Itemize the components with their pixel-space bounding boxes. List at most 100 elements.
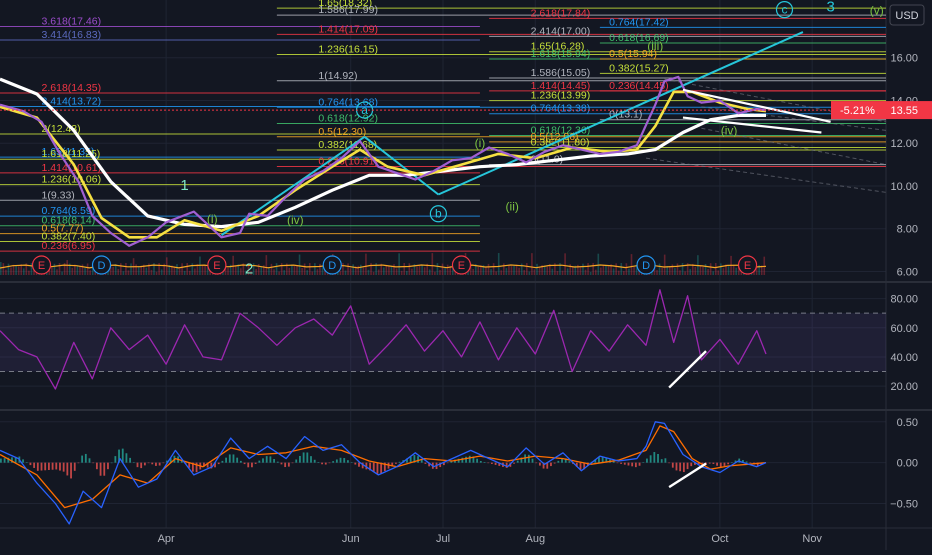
macd-histogram-bar [99,462,102,476]
macd-histogram-bar [380,462,383,474]
macd-histogram-bar [269,456,272,463]
macd-histogram-bar [243,462,246,465]
currency-box [889,4,925,26]
macd-histogram-bar [221,460,224,463]
macd-histogram-bar [749,462,752,464]
macd-histogram-bar [180,460,183,463]
volume-bar [428,269,431,275]
volume-bar [720,263,722,275]
macd-histogram-bar [461,457,464,463]
event-label: D [328,260,336,272]
macd-histogram-bar [716,462,718,466]
macd-histogram-bar [413,455,416,463]
volume-bar [431,253,434,275]
macd-histogram-bar [690,462,693,467]
fib-level-label: 0.5(15.94) [609,48,657,60]
event-label: D [98,260,106,272]
volume-bar [679,270,681,275]
macd-histogram-bar [92,462,95,464]
volume-bar [181,263,183,275]
projection-dashed-line [664,78,887,123]
volume-bar [735,267,737,275]
wave-label: b [429,205,447,223]
time-axis-tick-label: Aug [526,533,546,545]
volume-bar [120,263,122,275]
macd-histogram-bar [664,458,667,463]
volume-bar [610,264,612,275]
volume-bar [411,268,413,275]
volume-bar [400,270,403,275]
macd-histogram-bar [513,462,515,464]
volume-bar [543,265,546,275]
wave-label-text: (i) [475,136,486,150]
volume-bar [541,265,543,275]
macd-histogram-bar [273,459,275,463]
volume-bar [592,263,594,275]
macd-histogram-bar [387,462,390,469]
volume-bar [354,266,357,275]
volume-bar [421,264,423,275]
wave-label: (v) [870,4,884,18]
volume-bar [158,263,160,275]
price-axis-tick-label: 12.00 [890,138,918,150]
fib-level-label: 0.382(11.80) [531,136,590,148]
volume-bar [140,265,143,275]
volume-bar [186,263,188,275]
volume-bar [594,269,597,275]
volume-bar [518,267,520,275]
fib-level-label: 0.618(12.92) [318,113,378,125]
macd-histogram-bar [284,462,287,468]
volume-bar [109,265,112,275]
fib-level-label: 1.65(11.35) [42,146,95,158]
volume-bar [725,264,727,275]
price-axis-tick-label: 6.00 [897,266,918,278]
volume-bar [536,263,538,275]
rsi-line [0,289,767,390]
fib-level-label: 1.236(10.06) [42,174,102,186]
macd-histogram-bar [756,462,759,466]
volume-bar [10,267,12,275]
volume-bar [446,264,449,275]
volume-bar [434,271,436,275]
volume-bar [176,264,178,275]
volume-bar [628,268,630,275]
macd-histogram-bar [568,461,571,463]
volume-bar [523,270,526,275]
volume-bar [548,264,551,275]
macd-histogram-bar [675,462,678,471]
macd-histogram-bar [302,452,305,463]
macd-histogram-bar [719,462,722,468]
wave-label: (iv) [287,213,304,227]
macd-histogram-bar [642,462,645,463]
volume-bar [579,267,582,275]
volume-bar [79,266,81,275]
macd-histogram-bar [129,457,132,463]
volume-bar [388,265,390,275]
fib-level-label: 0.764(13.68) [318,96,378,108]
macd-histogram-bar [727,462,730,465]
macd-histogram-bar [210,462,213,469]
currency-selector[interactable]: USD [889,4,925,26]
macd-histogram-bar [258,460,261,463]
macd-histogram-bar [11,457,13,463]
macd-histogram-bar [671,462,674,468]
macd-histogram-bar [498,462,501,466]
macd-histogram-bar [420,460,423,463]
volume-bar [533,269,536,275]
volume-bar [7,263,10,275]
fib-level-label: 1.65(16.28) [531,41,585,53]
volume-bar [125,263,127,275]
volume-bar [538,267,541,275]
volume-bar [556,271,559,275]
volume-bar [717,270,720,275]
volume-bar [597,253,600,275]
dividend-event-marker: D [636,255,656,275]
macd-histogram-bar [369,462,371,471]
fib-level-label: 3.618(17.46) [42,16,102,28]
macd-histogram-bar [424,462,427,464]
volume-bar [661,267,663,275]
macd-histogram-bar [324,462,327,465]
event-circle [322,255,342,275]
